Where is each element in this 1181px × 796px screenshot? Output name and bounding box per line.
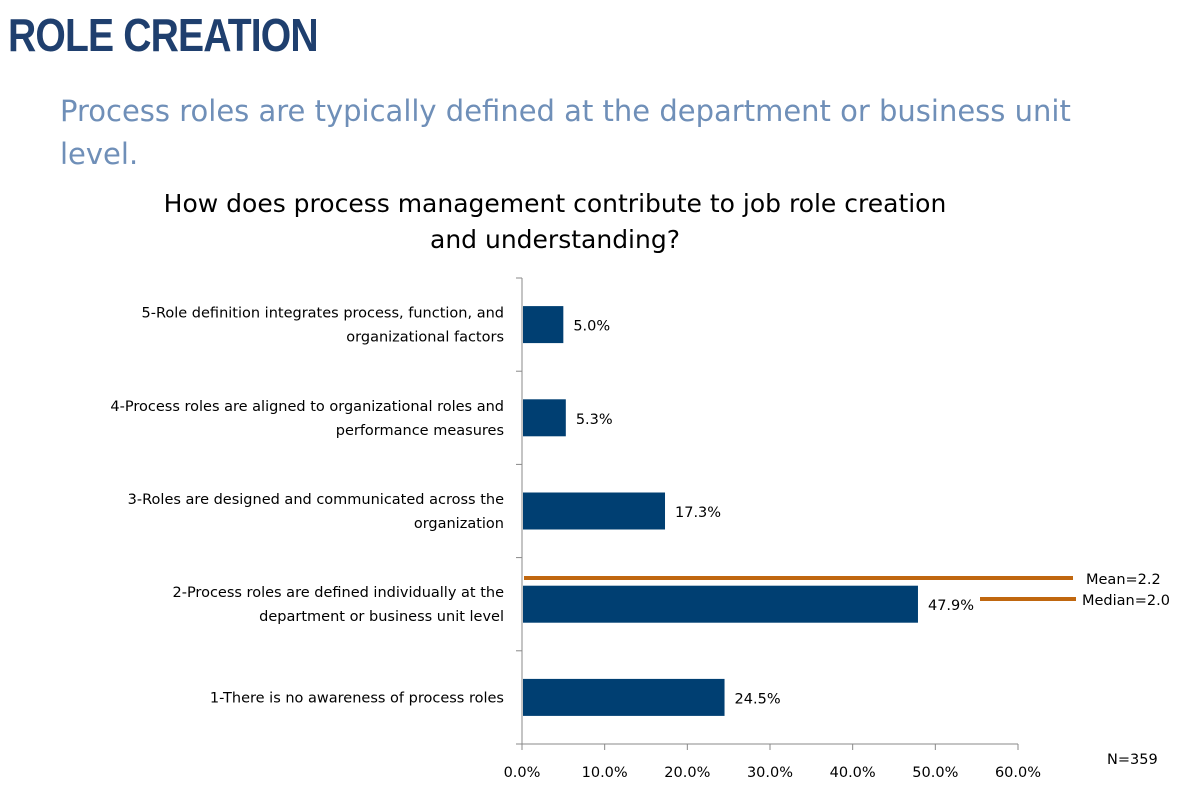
bar: [523, 399, 566, 437]
bar: [523, 585, 918, 623]
page-subtitle: Process roles are typically defined at t…: [60, 94, 1071, 171]
category-label: 1-There is no awareness of process roles: [210, 690, 504, 706]
x-tick-label: 10.0%: [582, 765, 628, 781]
data-label: 47.9%: [928, 598, 974, 614]
data-label: 5.3%: [576, 412, 613, 428]
x-tick-label: 50.0%: [912, 765, 958, 781]
category-label: 2-Process roles are defined individually…: [172, 585, 504, 625]
chart-title: How does process management contribute t…: [163, 189, 947, 254]
category-label: 5-Role definition integrates process, fu…: [142, 306, 505, 346]
x-tick-label: 30.0%: [747, 765, 793, 781]
x-tick-label: 60.0%: [995, 765, 1041, 781]
sample-size-label: N=359: [1107, 752, 1158, 768]
x-tick-label: 0.0%: [504, 765, 541, 781]
page-title: ROLE CREATION: [8, 9, 319, 61]
category-label: 4-Process roles are aligned to organizat…: [110, 399, 504, 439]
x-tick-label: 20.0%: [664, 765, 710, 781]
data-label: 17.3%: [675, 505, 721, 521]
bar: [523, 678, 725, 716]
x-tick-label: 40.0%: [830, 765, 876, 781]
median-label: Median=2.0: [1082, 593, 1170, 609]
category-label: 3-Roles are designed and communicated ac…: [128, 492, 504, 532]
data-label: 24.5%: [735, 691, 781, 707]
bar: [523, 492, 666, 530]
mean-label: Mean=2.2: [1086, 572, 1161, 588]
bar: [523, 306, 564, 344]
data-label: 5.0%: [573, 319, 610, 335]
